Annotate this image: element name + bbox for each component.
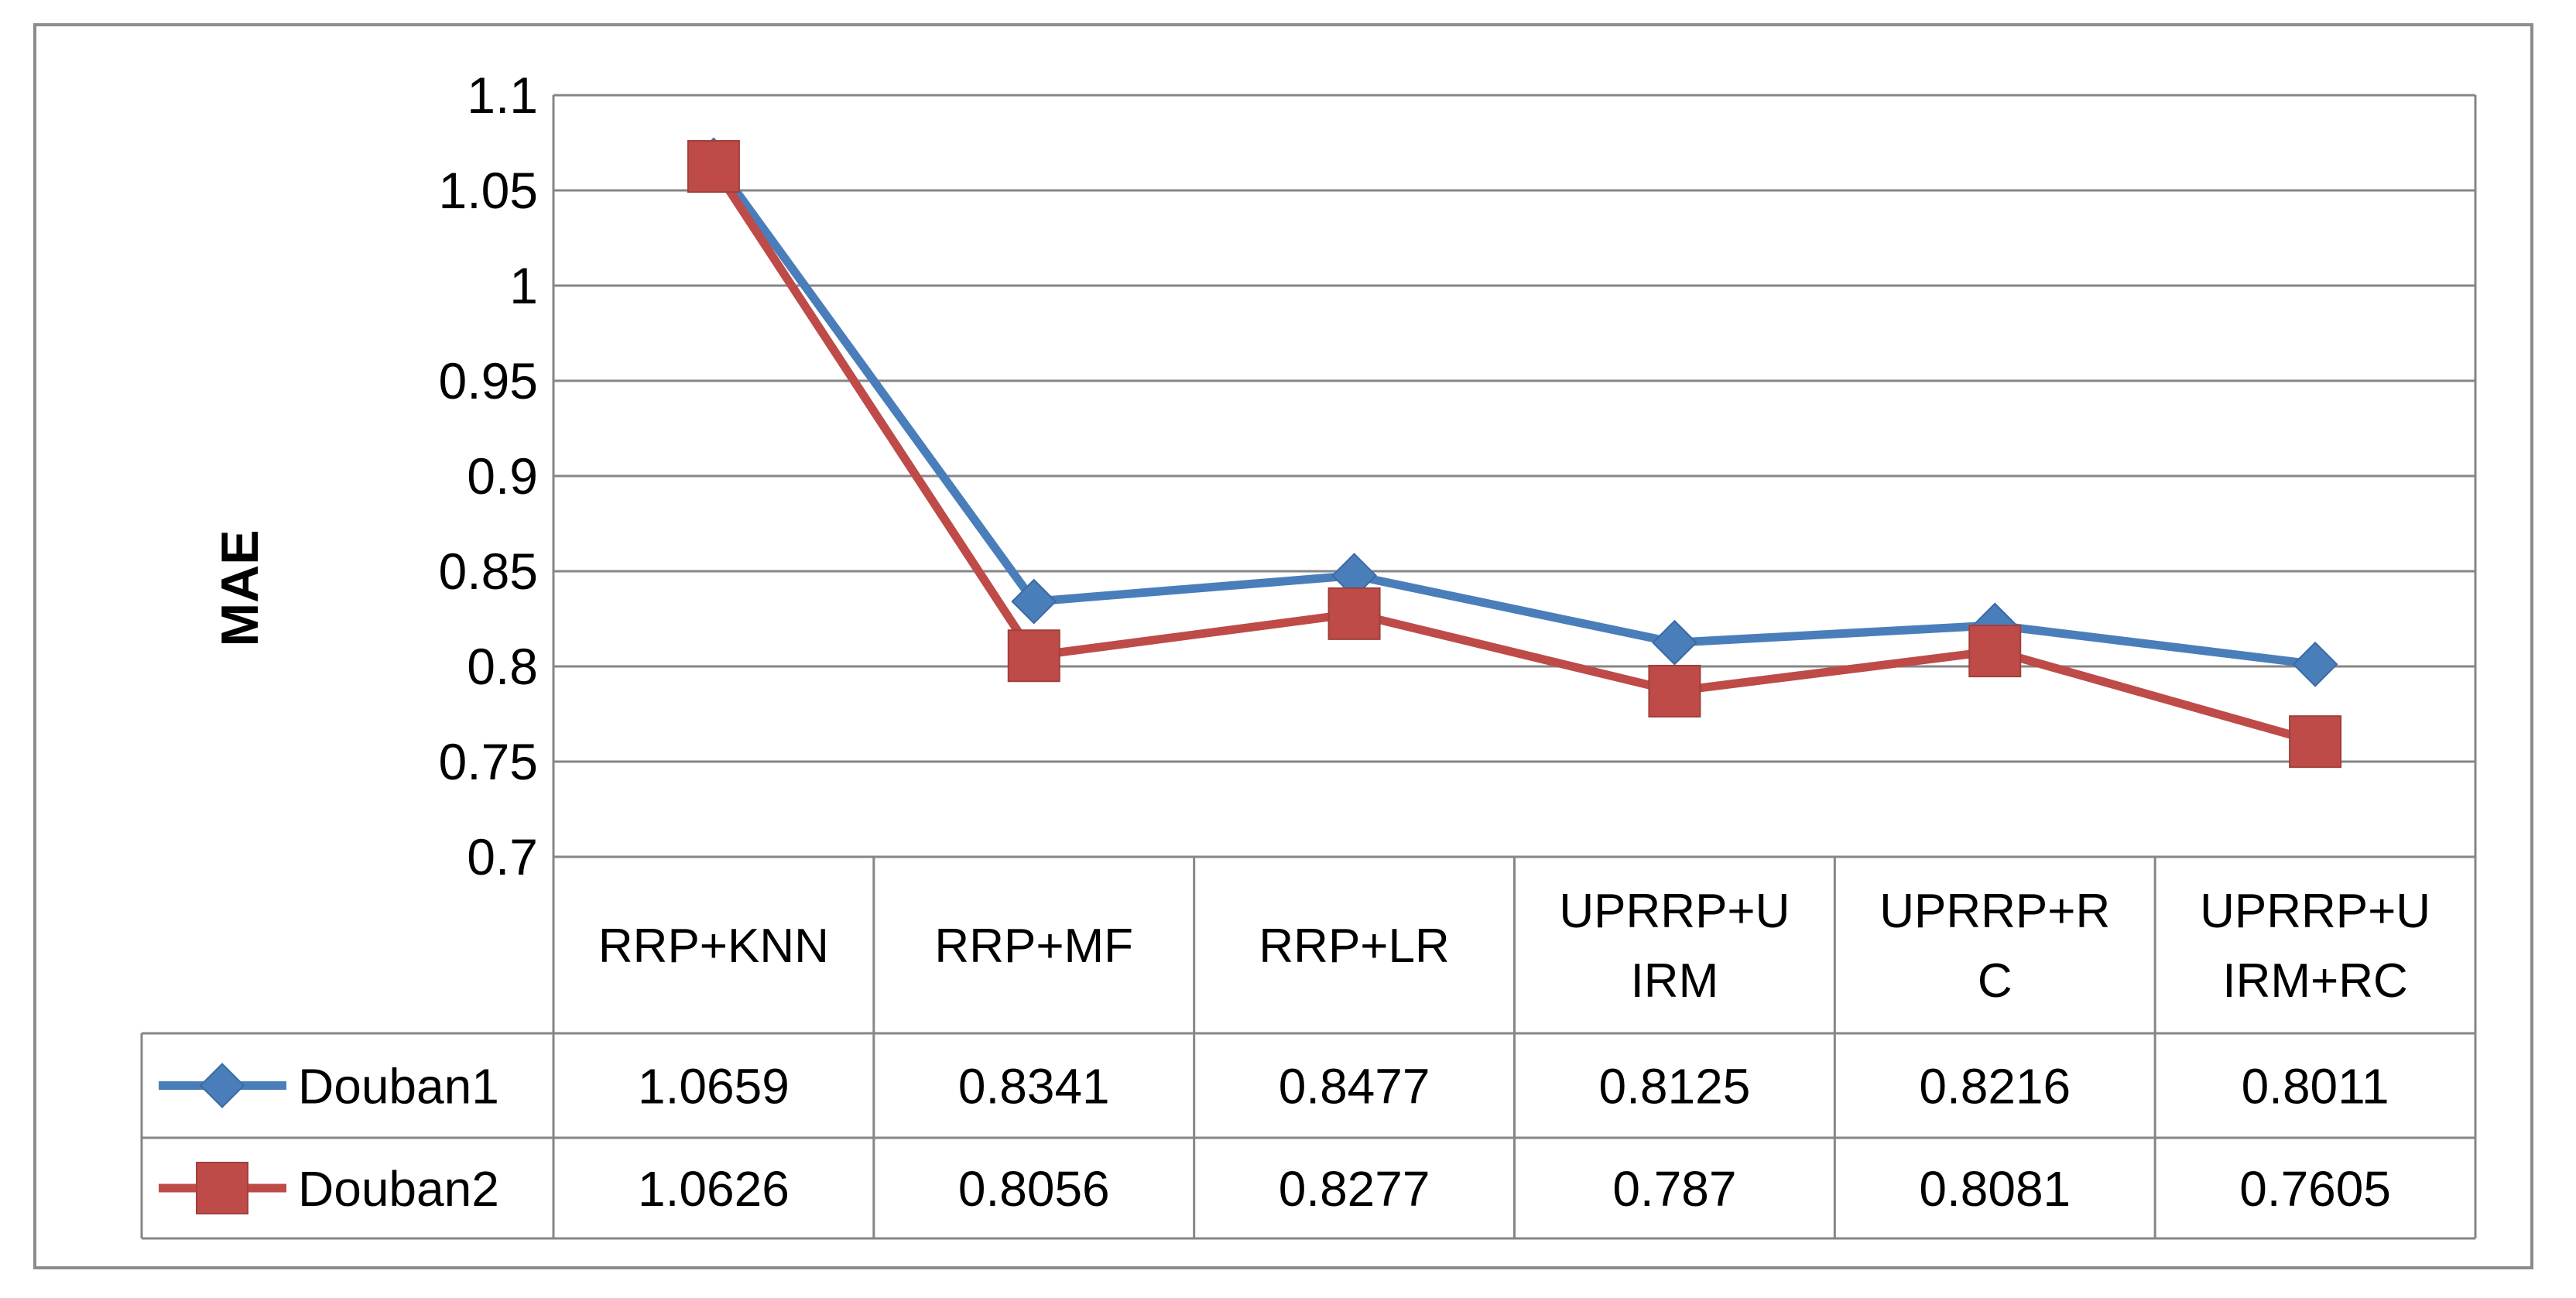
data-point (196, 1162, 248, 1214)
chart-text: 0.7 0.75 0.8 0.85 0.9 0.95 1 1.05 1.1 RRP+KNN RRP+… (298, 67, 2430, 1217)
data-point (687, 140, 740, 194)
table-value: 1.0626 (638, 1161, 790, 1217)
series-lines (159, 137, 2342, 1214)
gridlines (552, 94, 2477, 857)
data-point (1327, 587, 1381, 640)
series-douban1 (159, 137, 2338, 1108)
table-value: 0.8125 (1599, 1059, 1751, 1115)
y-tick-label: 0.95 (439, 352, 538, 409)
category-label: RRP+LR (1259, 920, 1449, 973)
y-tick-label: 0.8 (467, 638, 538, 695)
series-douban2 (159, 140, 2342, 1214)
chart-frame (33, 23, 2533, 1269)
data-point (1648, 664, 1701, 717)
series-line (710, 163, 2317, 746)
table-value: 0.8081 (1919, 1161, 2071, 1217)
table-value: 0.8277 (1279, 1161, 1430, 1217)
table-value: 0.8011 (2242, 1059, 2389, 1115)
category-label: RRP+KNN (598, 920, 829, 973)
series-line (710, 157, 2316, 669)
table-value: 0.8216 (1919, 1059, 2071, 1115)
y-axis-label: MAE (211, 529, 269, 646)
table-value: 0.787 (1612, 1161, 1736, 1217)
category-label: IRM+RC (2222, 954, 2407, 1008)
data-point (2289, 715, 2342, 769)
legend-series-name: Douban2 (298, 1161, 499, 1217)
category-label: UPRRP+U (2200, 885, 2430, 938)
y-tick-label: 0.9 (467, 447, 538, 505)
y-tick-label: 1.1 (467, 67, 538, 124)
data-point (1011, 578, 1057, 625)
data-point (1652, 619, 1697, 666)
y-tick-label: 1.05 (439, 162, 538, 219)
y-tick-label: 0.7 (467, 828, 538, 885)
category-label: UPRRP+R (1879, 885, 2110, 938)
legend-series-name: Douban1 (298, 1059, 499, 1115)
table-value: 0.8477 (1279, 1059, 1430, 1115)
category-label: C (1978, 954, 2012, 1008)
data-point (1007, 629, 1060, 683)
y-tick-label: 1 (509, 257, 538, 314)
data-point (1968, 625, 2022, 678)
category-label: IRM (1631, 954, 1719, 1008)
table-value: 1.0659 (638, 1059, 790, 1115)
category-label: UPRRP+U (1559, 885, 1790, 938)
data-table (140, 855, 2477, 1240)
table-value: 0.8341 (958, 1059, 1110, 1115)
y-tick-label: 0.85 (439, 543, 538, 600)
y-tick-label: 0.75 (439, 733, 538, 790)
table-value: 0.7605 (2239, 1161, 2391, 1217)
table-value: 0.8056 (958, 1161, 1110, 1217)
data-point (2292, 641, 2338, 687)
data-point (199, 1063, 245, 1108)
category-label: RRP+MF (934, 920, 1133, 973)
